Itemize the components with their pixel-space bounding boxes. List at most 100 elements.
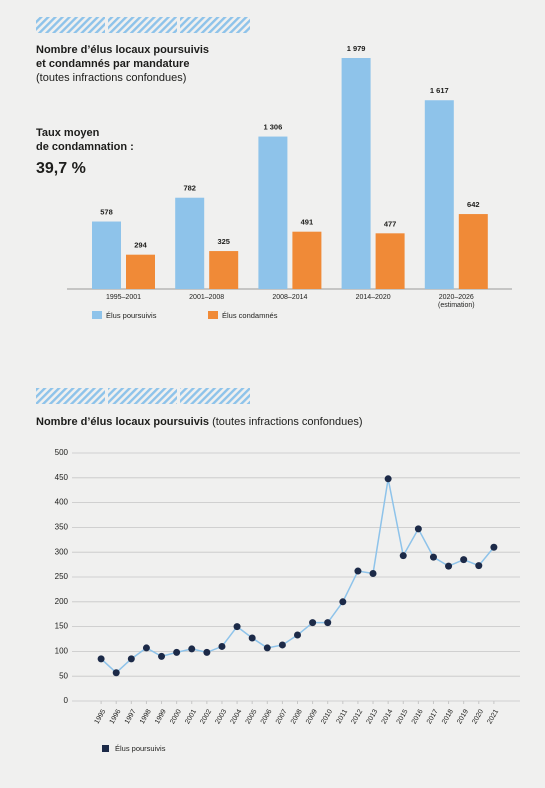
- x-tick-label: 2019: [456, 708, 470, 725]
- annotation: 39,7 %: [36, 160, 86, 177]
- point: [369, 570, 377, 578]
- y-tick-label: 450: [55, 473, 69, 482]
- bar: [424, 100, 454, 290]
- point: [97, 655, 105, 663]
- x-tick-label: 2011: [336, 708, 350, 725]
- x-tick-label: 2002: [199, 708, 213, 725]
- bar: [126, 254, 155, 289]
- x-tick-label: 2009: [305, 708, 319, 725]
- chart-subtitle: (toutes infractions confondues): [212, 416, 362, 428]
- x-tick-label: 2016: [411, 708, 425, 725]
- value-label: 325: [217, 237, 230, 246]
- point: [490, 543, 498, 551]
- value-label: 642: [467, 200, 480, 209]
- y-tick-label: 50: [59, 671, 68, 680]
- bar: [375, 233, 405, 289]
- y-tick-label: 400: [55, 498, 69, 507]
- x-tick-label: 1996: [109, 708, 123, 725]
- x-tick-label: 2001–2008: [189, 294, 225, 301]
- value-label: 294: [134, 241, 147, 250]
- annotation: de condamnation :: [36, 141, 134, 153]
- point: [127, 655, 135, 663]
- point: [460, 556, 468, 564]
- x-tick-label: 2021: [486, 708, 500, 725]
- x-tick-label: 2017: [426, 708, 440, 725]
- legend-label: Élus condamnés: [222, 311, 278, 320]
- x-tick-label: 1995: [94, 708, 108, 725]
- x-tick-label: 2006: [260, 708, 274, 725]
- value-label: 1 617: [430, 86, 449, 95]
- x-tick-label: 2008: [290, 708, 304, 725]
- x-tick-label: 2000: [169, 708, 183, 725]
- point: [324, 619, 332, 627]
- value-label: 477: [384, 219, 397, 228]
- point: [233, 623, 241, 631]
- bar: [341, 58, 371, 289]
- bar: [458, 214, 488, 289]
- chart-title: Nombre d’élus locaux poursuivis: [36, 44, 209, 56]
- x-tick-label: 2020–2026 (estimation): [438, 294, 475, 309]
- y-tick-label: 200: [55, 597, 69, 606]
- y-tick-label: 100: [55, 647, 69, 656]
- decoration: [36, 17, 250, 404]
- y-tick-label: 350: [55, 523, 69, 532]
- point: [248, 634, 256, 642]
- x-tick-label: 1998: [139, 708, 153, 725]
- point: [445, 562, 453, 570]
- x-tick-label: 2008–2014: [272, 294, 308, 301]
- x-tick-label: 2003: [214, 708, 228, 725]
- x-tick-label: 1997: [124, 708, 138, 725]
- x-tick-label: 2004: [230, 708, 244, 725]
- point: [218, 642, 226, 650]
- bar: [292, 231, 322, 289]
- legend-swatch: [208, 311, 218, 319]
- point: [294, 631, 301, 639]
- y-tick-label: 150: [55, 622, 69, 631]
- legend-label: Élus poursuivis: [106, 311, 157, 320]
- x-tick-label: 2014–2020: [355, 294, 391, 301]
- point: [339, 598, 347, 606]
- x-tick-label: 2018: [441, 708, 455, 725]
- point: [112, 669, 120, 677]
- point: [475, 562, 483, 570]
- line: [100, 478, 495, 674]
- y-tick-label: 250: [55, 572, 69, 581]
- x-tick-label: 2020: [471, 708, 485, 725]
- point: [278, 641, 286, 649]
- point: [188, 645, 196, 653]
- legend-swatch: [102, 745, 109, 752]
- x-tick-label: 2005: [245, 708, 259, 725]
- value-label: 782: [183, 184, 196, 193]
- point: [309, 619, 317, 627]
- point: [142, 644, 150, 652]
- value-label: 1 306: [264, 123, 283, 132]
- chart-title: Nombre d’élus locaux poursuivis (toutes …: [36, 416, 362, 428]
- legend-swatch: [92, 311, 102, 319]
- value-label: 1 979: [347, 44, 366, 53]
- point: [414, 525, 422, 533]
- annotation: Taux moyen: [36, 127, 100, 139]
- y-tick-label: 300: [55, 547, 69, 556]
- x-tick-label: 2013: [366, 708, 380, 725]
- x-tick-label: 2010: [320, 708, 334, 725]
- point: [158, 652, 166, 660]
- point: [384, 475, 392, 483]
- chart-subtitle: (toutes infractions confondues): [36, 72, 186, 84]
- point: [263, 644, 271, 652]
- legend-label: Élus poursuivis: [115, 744, 166, 753]
- bar: [92, 221, 121, 289]
- y-tick-label: 0: [64, 696, 69, 705]
- y-tick-label: 500: [55, 448, 69, 457]
- value-label: 491: [301, 218, 314, 227]
- x-tick-label: 1999: [154, 708, 168, 725]
- value-label: 578: [100, 208, 113, 217]
- x-tick-label: 2007: [275, 708, 289, 725]
- x-tick-label: 2012: [350, 708, 364, 725]
- chart-title: et condamnés par mandature: [36, 58, 189, 70]
- x-tick-label: 2001: [184, 708, 198, 725]
- bar: [175, 197, 205, 289]
- point: [203, 648, 211, 656]
- point: [429, 553, 437, 561]
